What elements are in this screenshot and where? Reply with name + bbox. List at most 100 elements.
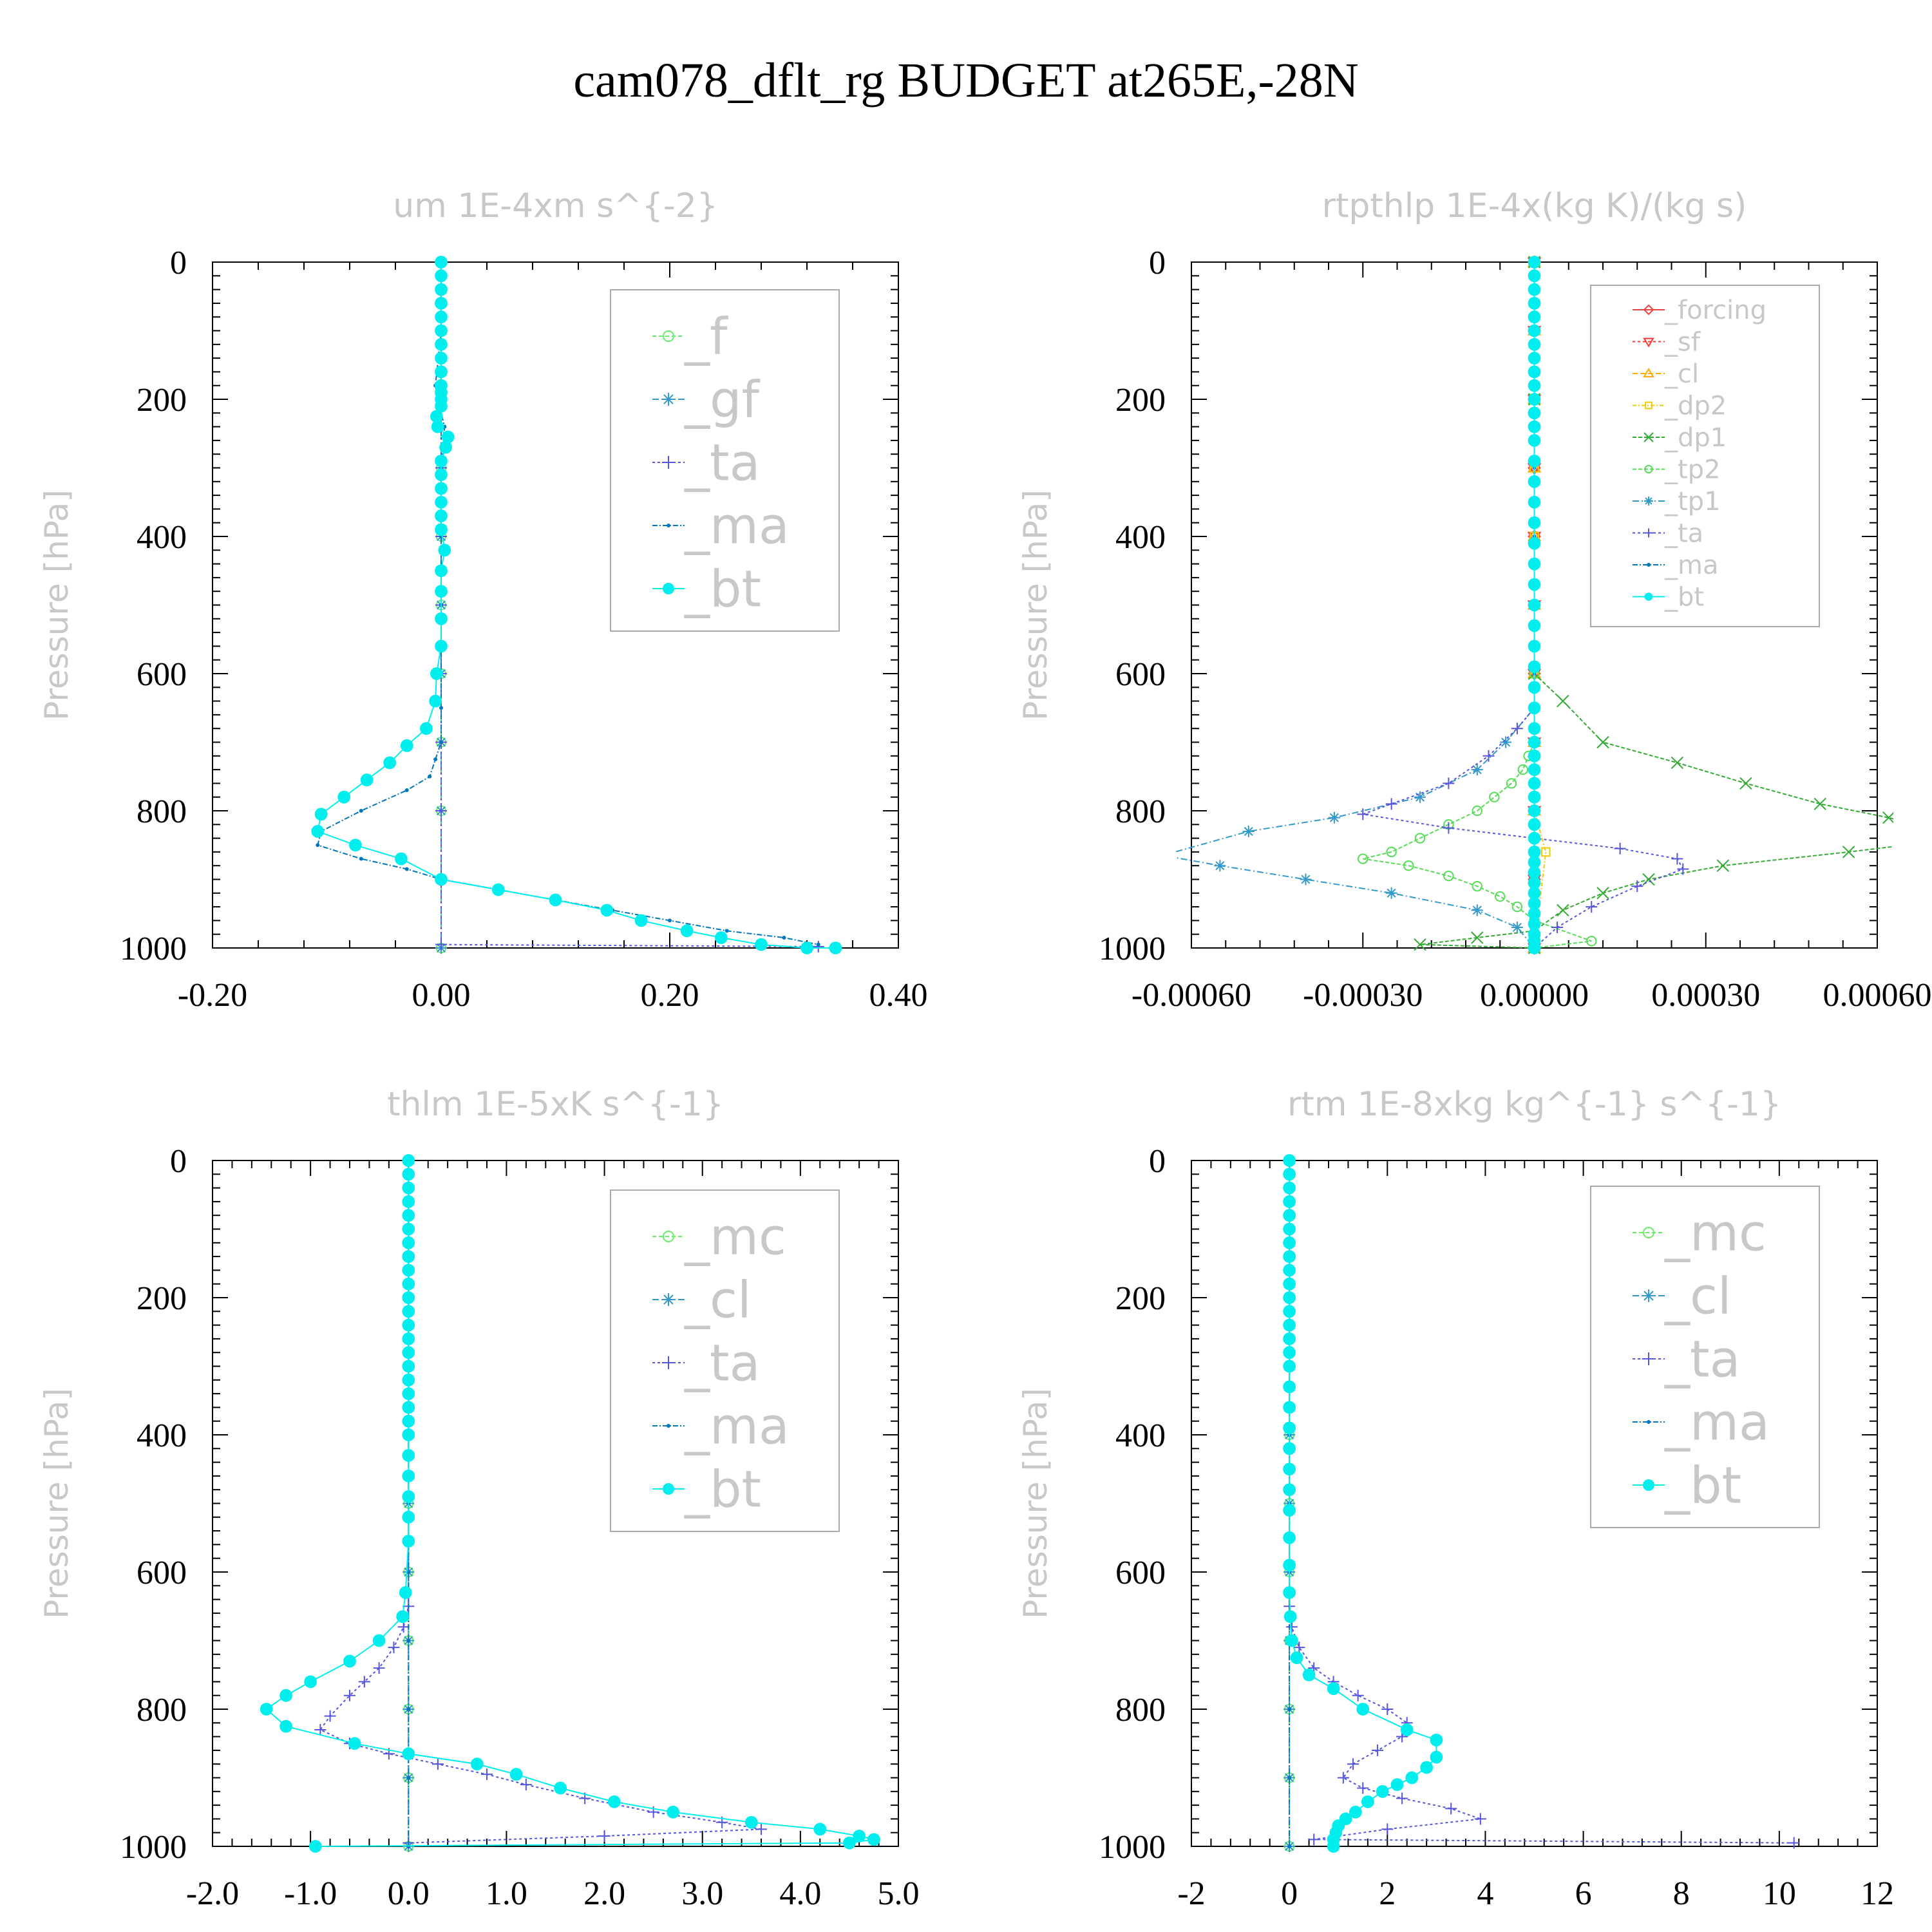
data-point-bt [1528, 866, 1541, 879]
data-point-ta [397, 1621, 410, 1633]
x-tick-label: 10 [1763, 1875, 1796, 1912]
data-point-ma [724, 929, 729, 933]
data-point-tp1 [1511, 922, 1523, 934]
legend-label-bt: _bt [684, 1461, 761, 1519]
y-tick-label: 600 [1115, 656, 1166, 693]
data-point-bt [1430, 1734, 1443, 1747]
legend-label-bt: _bt [1664, 583, 1704, 612]
data-point-bt [1528, 619, 1541, 632]
series-line-tp2 [1363, 262, 1592, 949]
data-point-bt [1528, 701, 1541, 715]
legend-marker-bt [1644, 592, 1653, 601]
ticks [1191, 1160, 1878, 1847]
data-point-ta [1337, 1772, 1349, 1784]
data-point-ma [1287, 1776, 1292, 1780]
data-point-bt [1283, 1504, 1296, 1517]
data-point-bt [1327, 1682, 1340, 1695]
legend-label-bt: _bt [684, 560, 761, 618]
data-point-ta [1511, 723, 1523, 735]
chart-panel-top-right: rtpthlp 1E-4x(kg K)/(kg s) Pressure [hPa]… [1017, 187, 1932, 1014]
x-tick-label: 0.0 [388, 1875, 430, 1912]
data-point-bt [1528, 907, 1541, 920]
x-tick-label: 3.0 [681, 1875, 723, 1912]
y-tick-label: 400 [137, 1417, 187, 1454]
data-point-bt [1528, 454, 1541, 468]
legend-marker-cl [1643, 368, 1654, 377]
data-point-bt [402, 1428, 415, 1441]
legend-label-dp1: _dp1 [1664, 423, 1727, 453]
data-point-bt [1528, 406, 1541, 420]
data-point-dp1 [1557, 694, 1569, 708]
y-tick-label: 1000 [1099, 1829, 1166, 1866]
legend: _mc_cl_ta_ma _bt [610, 1189, 840, 1532]
legend-marker-ta [662, 456, 675, 469]
data-point-bt [1430, 1750, 1443, 1764]
legend-box [1590, 285, 1820, 627]
data-point-bt [1283, 1250, 1296, 1263]
data-point-bt [1283, 1346, 1296, 1359]
legend-marker-dp2 [1645, 401, 1653, 410]
data-point-bt [402, 1332, 415, 1345]
data-point-bt [1528, 393, 1541, 406]
data-point-tp2 [1506, 778, 1517, 789]
data-point-bt [1528, 256, 1541, 269]
data-point-bt [1528, 886, 1541, 900]
data-point-ta [324, 1710, 336, 1722]
data-point-bt [1528, 337, 1541, 351]
y-tick-label: 200 [1115, 382, 1166, 419]
y-axis-label: Pressure [hPa] [1017, 489, 1054, 721]
data-point-bt [1361, 1795, 1374, 1808]
data-point-bt [1283, 1305, 1296, 1318]
data-point-bt [279, 1689, 293, 1702]
data-point-bt [853, 1830, 866, 1842]
y-tick-label: 400 [1115, 519, 1166, 556]
data-point-bt [1528, 876, 1541, 889]
data-point-bt [383, 756, 397, 770]
data-point-bt [1376, 1785, 1389, 1798]
data-point-bt [1528, 536, 1541, 550]
x-tick-label: 1.0 [486, 1875, 527, 1912]
x-tick-label: 0.00060 [1823, 977, 1932, 1014]
data-point-bt [435, 283, 448, 296]
data-point-bt [435, 509, 448, 522]
legend-label-ma: _ma [1664, 1394, 1770, 1452]
data-point-bt [439, 440, 452, 454]
data-point-bt [402, 1747, 415, 1761]
data-point-bt [402, 1346, 415, 1359]
data-point-bt [1283, 1531, 1296, 1544]
legend-label-sf: _sf [1664, 328, 1701, 357]
data-point-ta [1671, 853, 1683, 865]
data-point-ma [1287, 1707, 1292, 1711]
legend-label-ma: _ma [1664, 551, 1718, 580]
data-point-bt [1528, 269, 1541, 283]
data-point-bt [1528, 681, 1541, 694]
data-point-bt [435, 324, 448, 337]
data-point-ta [314, 1723, 327, 1736]
data-point-ta [1381, 1703, 1394, 1715]
data-point-bt [1283, 1291, 1296, 1304]
data-point-bt [1528, 722, 1541, 735]
y-tick-label: 0 [1149, 1143, 1166, 1180]
data-point-ta [1308, 1833, 1320, 1846]
data-point-ta [1631, 880, 1643, 893]
data-point-ma [404, 788, 409, 793]
legend-label-ma: _ma [684, 1397, 790, 1455]
data-point-bt [394, 852, 408, 866]
panel-title: thlm 1E-5xK s^{-1} [387, 1085, 724, 1124]
data-point-bt [279, 1719, 293, 1733]
data-point-bt [402, 1195, 415, 1208]
legend-marker-tp2 [1644, 464, 1653, 474]
legend-label-cl: _cl [1664, 359, 1699, 389]
data-point-bt [1528, 495, 1541, 509]
data-point-bt [1528, 557, 1541, 571]
data-point-bt [600, 904, 614, 917]
x-tick-label: 6 [1575, 1875, 1592, 1912]
data-point-bt [1528, 790, 1541, 804]
data-point-bt [399, 1586, 412, 1599]
ticks [212, 261, 899, 949]
data-point-ta [358, 1676, 370, 1688]
legend-box [1590, 1186, 1820, 1528]
data-point-bt [1283, 1168, 1296, 1181]
data-point-ma [439, 706, 443, 710]
data-point-bt [1285, 1634, 1298, 1647]
